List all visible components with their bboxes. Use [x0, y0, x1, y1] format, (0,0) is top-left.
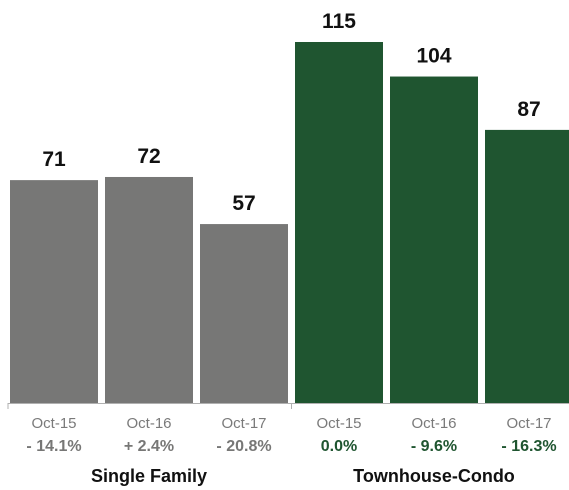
bar-value-label: 72 — [137, 145, 160, 168]
change-label: - 20.8% — [216, 438, 271, 455]
change-label: 0.0% — [321, 438, 357, 455]
bar-value-label: 57 — [232, 192, 255, 215]
bar-value-label: 104 — [416, 45, 451, 68]
bar-value-label: 115 — [322, 10, 356, 33]
change-label: + 2.4% — [124, 438, 174, 455]
x-tick-label: Oct-15 — [316, 415, 361, 432]
bar-value-label: 87 — [517, 98, 540, 121]
group-label: Townhouse-Condo — [353, 466, 515, 486]
x-tick-label: Oct-16 — [411, 415, 456, 432]
x-tick-label: Oct-17 — [221, 415, 266, 432]
bar — [390, 76, 478, 404]
change-label: - 9.6% — [411, 438, 457, 455]
bar — [200, 224, 288, 403]
x-tick-label: Oct-17 — [506, 415, 551, 432]
x-tick-label: Oct-15 — [31, 415, 76, 432]
bar — [105, 176, 193, 403]
x-tick-label: Oct-16 — [126, 415, 171, 432]
change-label: - 16.3% — [501, 438, 556, 455]
bar — [485, 129, 569, 404]
bar — [295, 42, 383, 403]
bar — [10, 180, 98, 403]
change-label: - 14.1% — [26, 438, 81, 455]
group-label: Single Family — [91, 466, 207, 486]
bar-value-label: 71 — [42, 148, 66, 171]
